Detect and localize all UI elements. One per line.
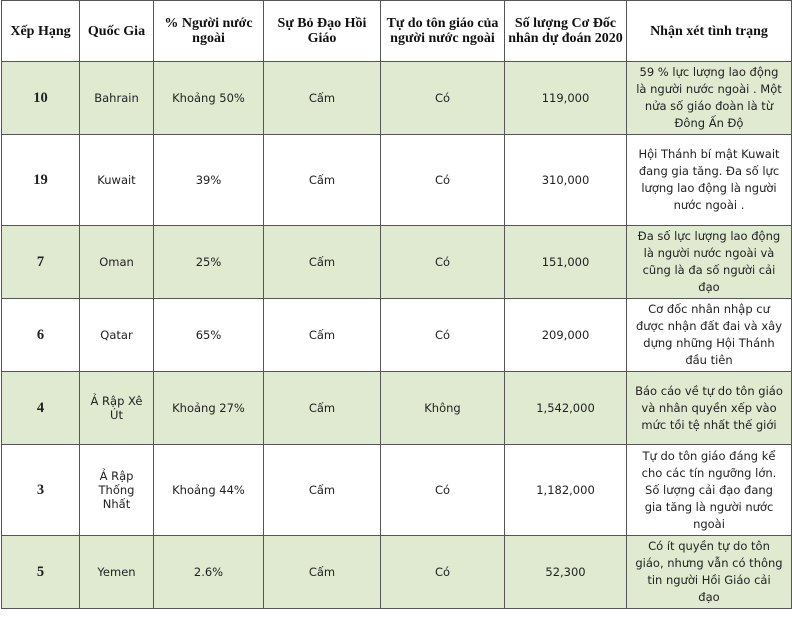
rank-cell: 3: [1, 444, 80, 536]
country-cell: Bahrain: [79, 61, 154, 135]
christians-cell: 1,542,000: [504, 371, 627, 445]
apostasy-cell: Cấm: [263, 444, 381, 536]
christians-cell: 119,000: [504, 61, 627, 135]
header-row: Xếp Hạng Quốc Gia % Người nước ngoài Sự …: [1, 0, 792, 62]
foreign-pct-cell: Khoảng 27%: [153, 371, 264, 445]
remark-cell: Cơ đốc nhân nhập cư được nhận đất đai và…: [626, 298, 792, 372]
remark-cell: Hội Thánh bí mật Kuwait đang gia tăng. Đ…: [626, 134, 792, 226]
freedom-cell: Có: [380, 225, 505, 299]
table-row: 4 Ả Rập Xê Út Khoảng 27% Cấm Không 1,542…: [1, 371, 792, 445]
freedom-cell: Có: [380, 61, 505, 135]
christians-cell: 209,000: [504, 298, 627, 372]
apostasy-cell: Cấm: [263, 134, 381, 226]
freedom-cell: Có: [380, 298, 505, 372]
freedom-cell: Có: [380, 134, 505, 226]
foreign-pct-cell: 65%: [153, 298, 264, 372]
table-row: 3 Ả Rập Thống Nhất Khoảng 44% Cấm Có 1,1…: [1, 444, 792, 536]
table-row: 5 Yemen 2.6% Cấm Có 52,300 Có ít quyền t…: [1, 535, 792, 609]
header-christians-2020: Số lượng Cơ Đốc nhân dự đoán 2020: [504, 0, 627, 62]
header-country: Quốc Gia: [79, 0, 154, 62]
remark-cell: Đa số lực lượng lao động là người nước n…: [626, 225, 792, 299]
remark-cell: 59 % lực lượng lao động là người nước ng…: [626, 61, 792, 135]
christians-cell: 1,182,000: [504, 444, 627, 536]
freedom-cell: Không: [380, 371, 505, 445]
country-cell: Oman: [79, 225, 154, 299]
country-cell: Yemen: [79, 535, 154, 609]
rank-cell: 6: [1, 298, 80, 372]
table-row: 10 Bahrain Khoảng 50% Cấm Có 119,000 59 …: [1, 61, 792, 135]
country-cell: Qatar: [79, 298, 154, 372]
foreign-pct-cell: 2.6%: [153, 535, 264, 609]
table-row: 19 Kuwait 39% Cấm Có 310,000 Hội Thánh b…: [1, 134, 792, 226]
christians-cell: 52,300: [504, 535, 627, 609]
freedom-cell: Có: [380, 444, 505, 536]
header-religious-freedom: Tự do tôn giáo của người nước ngoài: [380, 0, 505, 62]
header-rank: Xếp Hạng: [1, 0, 80, 62]
apostasy-cell: Cấm: [263, 225, 381, 299]
apostasy-cell: Cấm: [263, 371, 381, 445]
remark-cell: Báo cáo về tự do tôn giáo và nhân quyền …: [626, 371, 792, 445]
foreign-pct-cell: 39%: [153, 134, 264, 226]
freedom-cell: Có: [380, 535, 505, 609]
foreign-pct-cell: Khoảng 44%: [153, 444, 264, 536]
header-foreign-pct: % Người nước ngoài: [153, 0, 264, 62]
remark-cell: Có ít quyền tự do tôn giáo, nhưng vẫn có…: [626, 535, 792, 609]
apostasy-cell: Cấm: [263, 61, 381, 135]
rank-cell: 19: [1, 134, 80, 226]
christians-cell: 310,000: [504, 134, 627, 226]
table-row: 6 Qatar 65% Cấm Có 209,000 Cơ đốc nhân n…: [1, 298, 792, 372]
remark-cell: Tự do tôn giáo đáng kể cho các tín ngưỡn…: [626, 444, 792, 536]
country-cell: Ả Rập Xê Út: [79, 371, 154, 445]
apostasy-cell: Cấm: [263, 298, 381, 372]
rank-cell: 10: [1, 61, 80, 135]
rank-cell: 5: [1, 535, 80, 609]
country-cell: Kuwait: [79, 134, 154, 226]
table-row: 7 Oman 25% Cấm Có 151,000 Đa số lực lượn…: [1, 225, 792, 299]
country-cell: Ả Rập Thống Nhất: [79, 444, 154, 536]
header-remarks: Nhận xét tình trạng: [626, 0, 792, 62]
foreign-pct-cell: 25%: [153, 225, 264, 299]
rank-cell: 7: [1, 225, 80, 299]
christians-cell: 151,000: [504, 225, 627, 299]
apostasy-cell: Cấm: [263, 535, 381, 609]
header-apostasy: Sự Bỏ Đạo Hồi Giáo: [263, 0, 381, 62]
foreign-pct-cell: Khoảng 50%: [153, 61, 264, 135]
rank-cell: 4: [1, 371, 80, 445]
